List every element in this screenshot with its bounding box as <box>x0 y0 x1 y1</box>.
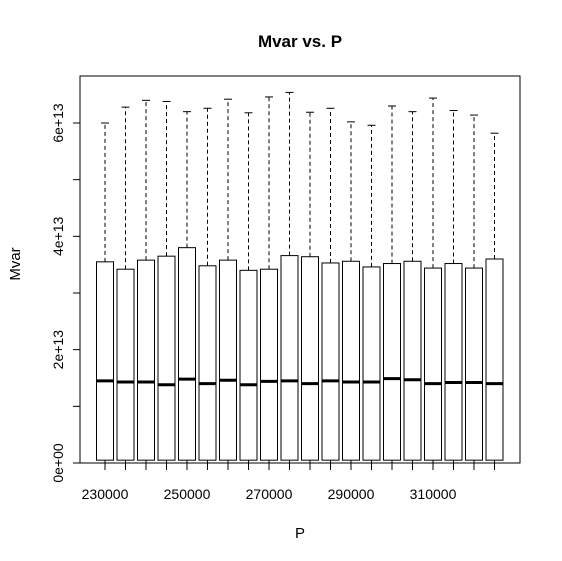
iqr-box <box>301 256 319 461</box>
iqr-box <box>444 263 463 461</box>
chart-title: Mvar vs. P <box>258 32 342 51</box>
iqr-box <box>280 255 299 461</box>
box-320000 <box>465 114 483 464</box>
iqr-box <box>239 269 258 461</box>
x-tick-label: 230000 <box>82 486 129 502</box>
box-270000 <box>260 96 278 464</box>
y-tick-label: 2e+13 <box>50 330 66 370</box>
box-315000 <box>444 110 463 464</box>
iqr-box <box>157 255 176 461</box>
box-230000 <box>96 122 114 464</box>
box-240000 <box>137 99 155 464</box>
iqr-box <box>362 266 381 461</box>
box-325000 <box>485 132 504 464</box>
y-axis-title: Mvar <box>7 247 24 280</box>
x-tick-label: 250000 <box>164 486 211 502</box>
iqr-box <box>178 247 196 461</box>
x-tick-label: 270000 <box>246 486 293 502</box>
iqr-box <box>96 261 114 461</box>
iqr-box <box>342 260 360 461</box>
x-tick-label: 310000 <box>410 486 457 502</box>
iqr-box <box>219 259 237 461</box>
iqr-box <box>260 268 278 461</box>
iqr-box <box>321 262 340 461</box>
box-275000 <box>280 91 299 464</box>
box-305000 <box>403 111 422 464</box>
box-300000 <box>383 105 401 464</box>
box-290000 <box>342 121 360 464</box>
box-310000 <box>424 97 442 464</box>
iqr-box <box>383 263 401 461</box>
x-tick-label: 290000 <box>328 486 375 502</box>
x-axis: 230000 250000 270000 290000 310000 <box>82 462 495 502</box>
y-axis: 0e+00 2e+13 4e+13 6e+13 <box>50 103 81 483</box>
box-265000 <box>239 112 258 464</box>
box-280000 <box>301 111 319 464</box>
iqr-box <box>465 267 483 461</box>
iqr-box <box>485 258 504 461</box>
box-250000 <box>178 111 196 464</box>
box-235000 <box>116 106 135 464</box>
x-axis-title: P <box>295 525 305 542</box>
y-tick-label: 4e+13 <box>50 216 66 256</box>
box-260000 <box>219 98 237 464</box>
iqr-box <box>137 259 155 461</box>
iqr-box <box>424 267 442 461</box>
box-255000 <box>198 107 217 464</box>
box-285000 <box>321 107 340 464</box>
y-tick-label: 0e+00 <box>50 443 66 483</box>
iqr-box <box>403 260 422 461</box>
y-tick-label: 6e+13 <box>50 103 66 143</box>
box-245000 <box>157 100 176 464</box>
box-series <box>96 91 504 464</box>
iqr-box <box>198 265 217 461</box>
box-295000 <box>362 124 381 464</box>
iqr-box <box>116 268 135 461</box>
